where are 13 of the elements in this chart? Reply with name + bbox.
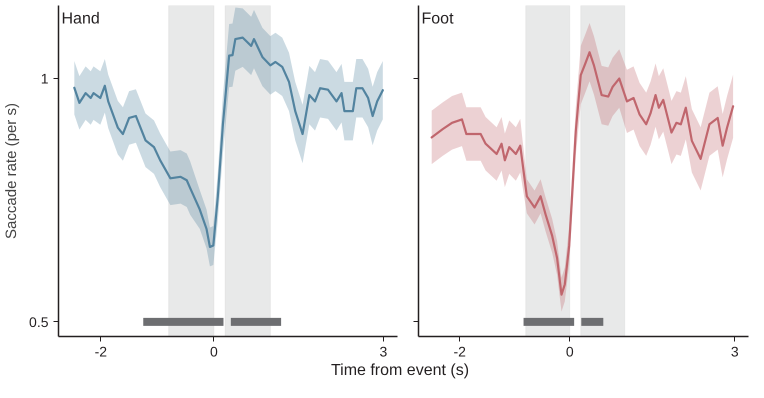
y-tick-label: 0.5 (29, 314, 49, 330)
x-tick-label: -2 (454, 344, 466, 360)
x-tick-label: 3 (379, 344, 388, 360)
chart-title: Foot (422, 10, 454, 28)
x-tick-label: 0 (210, 344, 218, 360)
x-tick-label: 0 (566, 344, 574, 360)
y-tick-label: 1 (40, 70, 49, 87)
chart-title: Hand (62, 10, 100, 28)
y-axis-title: Saccade rate (per s) (3, 103, 20, 239)
x-tick-label: -2 (94, 344, 108, 360)
x-axis-title: Time from event (s) (330, 361, 470, 381)
x-tick-label: 3 (730, 344, 739, 360)
line-series (73, 36, 384, 248)
